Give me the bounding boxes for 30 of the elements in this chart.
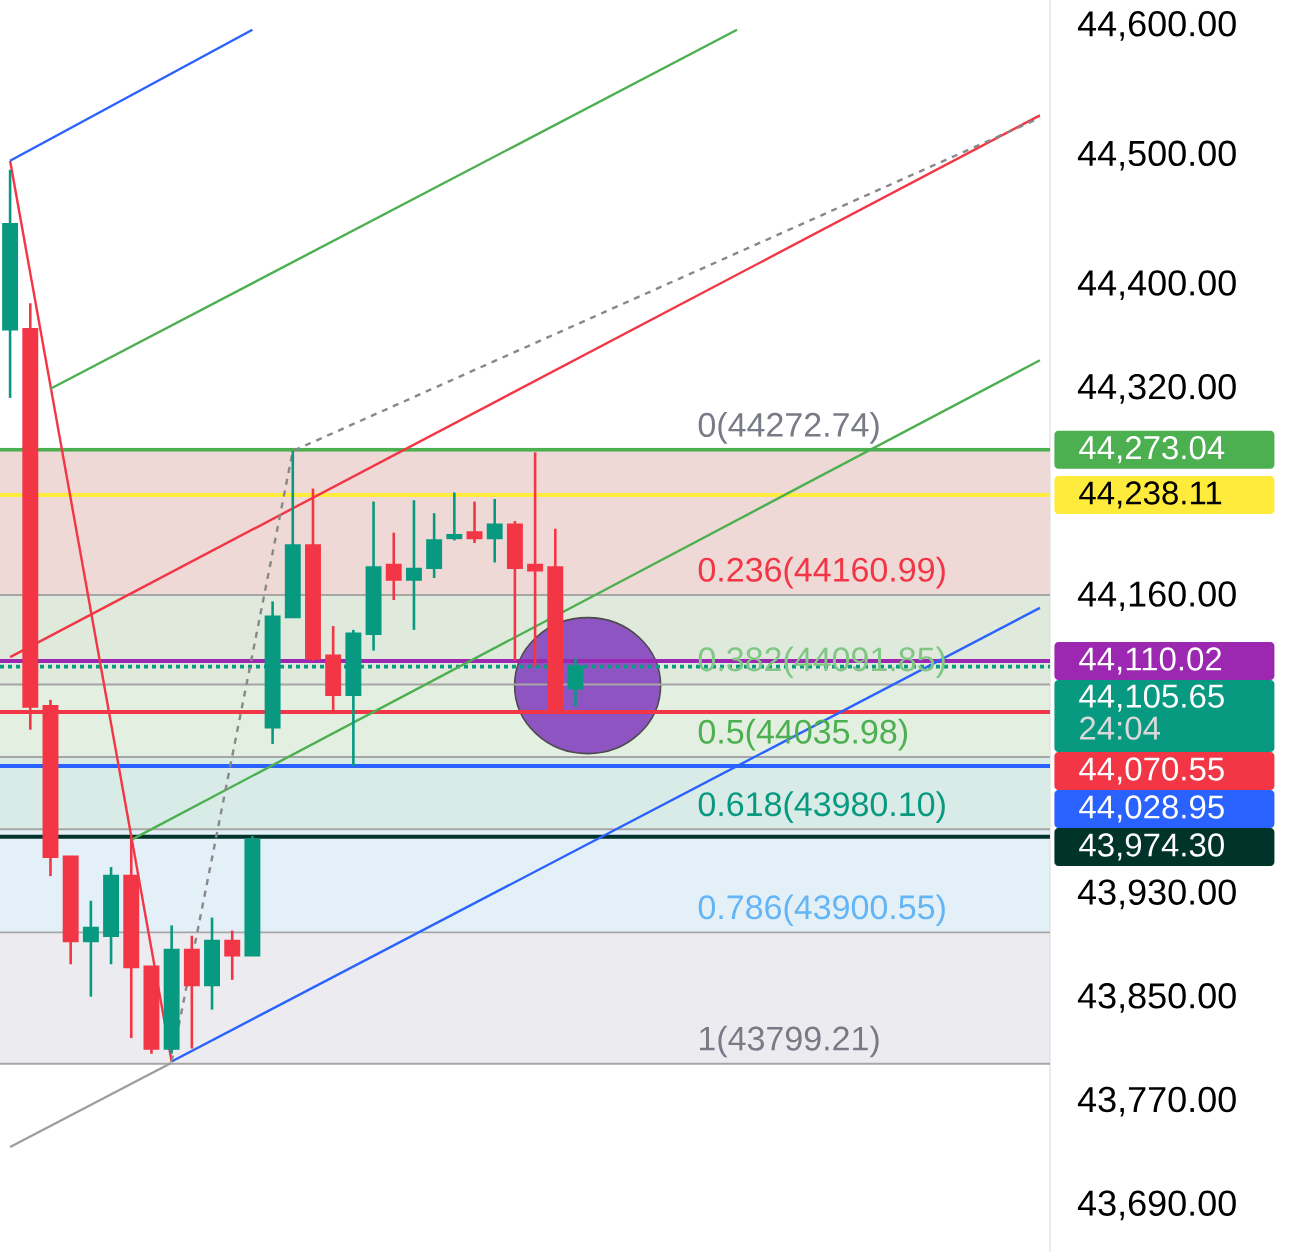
ref-line-label: 44,070.55 — [1079, 757, 1224, 785]
ref-line-label: 44,273.04 — [1079, 436, 1225, 464]
annotation: 0(44272.74) — [698, 412, 879, 444]
y-tick-label: 44,160.00 — [1077, 581, 1236, 612]
text: 24:04 — [1080, 716, 1160, 740]
ref-line-label: 43,974.30 — [1079, 833, 1224, 861]
candlestick — [466, 500, 483, 545]
candlestick — [385, 531, 402, 602]
annotation: 1(43799.21) — [700, 1025, 879, 1058]
y-tick-label: 43,850.00 — [1077, 983, 1236, 1013]
ref-line-label: 44,110.02 — [1079, 647, 1222, 675]
ref-line-label: 44,028.95 — [1079, 795, 1224, 823]
candlestick — [224, 929, 241, 982]
y-tick-label: 44,500.00 — [1077, 140, 1236, 171]
y-tick-label: 43,690.00 — [1077, 1190, 1236, 1221]
candlestick — [405, 498, 422, 632]
annotation: 0.618(43980.10) — [698, 791, 945, 823]
ref-line-label: 44,105.65 — [1079, 684, 1224, 712]
y-tick-label: 44,600.00 — [1077, 11, 1236, 41]
candlestick — [82, 899, 99, 998]
annotation: 0.236(44160.99) — [698, 556, 945, 589]
y-tick-label: 43,770.00 — [1077, 1086, 1236, 1117]
ref-line-label: 44,238.11 — [1079, 481, 1222, 509]
candlestick — [446, 491, 463, 542]
candlestick — [486, 497, 503, 564]
annotation: 0.786(43900.55) — [698, 894, 945, 927]
candlestick — [527, 451, 544, 668]
y-tick-label: 44,320.00 — [1077, 373, 1236, 404]
y-tick-label: 44,400.00 — [1077, 270, 1236, 300]
y-tick-label: 43,930.00 — [1077, 879, 1236, 910]
